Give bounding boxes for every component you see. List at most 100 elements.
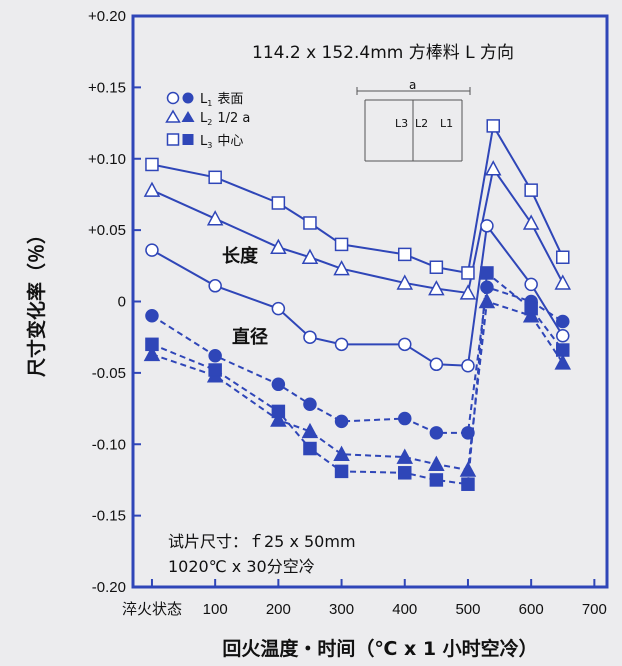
data-point-square bbox=[145, 157, 159, 172]
data-point-circle bbox=[303, 397, 317, 412]
data-point-square bbox=[461, 477, 475, 491]
series-line-3 bbox=[151, 123, 564, 275]
data-point-circle bbox=[429, 357, 444, 372]
legend-filled-circle-icon bbox=[182, 92, 194, 104]
x-axis: 淬火状态 100 200 300 400 500 600 700 bbox=[122, 579, 607, 618]
y-tick-label: +0.15 bbox=[88, 79, 126, 96]
legend-open-triangle-icon bbox=[165, 109, 181, 123]
data-point-square bbox=[208, 170, 222, 185]
data-point-circle bbox=[398, 337, 412, 352]
x-tick-label: 100 bbox=[203, 601, 228, 618]
data-point-triangle bbox=[459, 284, 477, 300]
data-point-square bbox=[429, 260, 444, 274]
y-tick-label: -0.20 bbox=[92, 579, 126, 596]
data-point-square bbox=[398, 466, 412, 480]
legend-label-sym: L bbox=[200, 134, 208, 149]
data-point-square bbox=[461, 266, 475, 280]
y-axis: +0.20 +0.15 +0.10 +0.05 0 -0.05 -0.10 -0.15 -0.2… bbox=[88, 8, 141, 596]
data-point-square bbox=[480, 266, 494, 280]
x-axis-title: 回火温度・时间（℃ x 1 小时空冷） bbox=[222, 637, 537, 660]
data-point-circle bbox=[524, 277, 538, 292]
data-point-circle bbox=[461, 358, 475, 373]
data-point-circle bbox=[480, 280, 494, 294]
series-markers bbox=[143, 119, 572, 491]
data-point-square bbox=[334, 237, 349, 252]
x-tick-label: 400 bbox=[392, 601, 417, 618]
data-point-circle bbox=[303, 330, 317, 344]
data-point-triangle bbox=[478, 292, 496, 309]
x-tick-label: 500 bbox=[455, 601, 480, 618]
data-point-circle bbox=[208, 279, 222, 293]
x-tick-label: 300 bbox=[329, 601, 354, 618]
specimen-note-line2: 1020℃ x 30分空冷 bbox=[168, 557, 315, 576]
legend-open-circle-icon bbox=[166, 91, 180, 105]
legend-label-sym: L bbox=[200, 111, 208, 126]
x-tick-label: 200 bbox=[266, 601, 291, 618]
data-point-triangle bbox=[428, 455, 445, 471]
data-point-circle bbox=[461, 426, 475, 440]
data-point-square bbox=[145, 337, 159, 352]
data-point-triangle bbox=[522, 214, 540, 230]
chart-title: 114.2 x 152.4mm 方棒料 L 方向 bbox=[252, 43, 514, 63]
data-point-square bbox=[303, 216, 317, 230]
data-point-circle bbox=[556, 314, 570, 329]
data-point-triangle bbox=[301, 248, 319, 264]
y-tick-label: -0.10 bbox=[92, 436, 126, 453]
data-point-square bbox=[524, 183, 538, 197]
y-tick-label: +0.05 bbox=[88, 222, 126, 239]
data-point-square bbox=[398, 247, 412, 262]
legend-label-sub: 3 bbox=[207, 141, 212, 150]
data-point-circle bbox=[145, 243, 159, 257]
data-point-square bbox=[334, 464, 349, 479]
inset-label-l3: L3 bbox=[395, 117, 408, 130]
y-tick-label: -0.15 bbox=[92, 508, 126, 525]
series-line-2 bbox=[151, 166, 564, 295]
data-point-triangle bbox=[270, 411, 287, 427]
data-point-circle bbox=[480, 219, 494, 233]
data-point-circle bbox=[271, 377, 286, 392]
data-point-triangle bbox=[333, 445, 350, 461]
x-tick-label: 700 bbox=[582, 601, 607, 618]
label-length: 长度 bbox=[222, 245, 259, 267]
data-point-circle bbox=[334, 337, 349, 352]
series-line-5 bbox=[151, 300, 564, 472]
y-axis-title: 尺寸变化率（％） bbox=[25, 225, 48, 377]
legend-filled-square-icon bbox=[182, 134, 194, 145]
data-point-triangle bbox=[206, 210, 224, 226]
data-point-square bbox=[271, 196, 286, 210]
data-point-circle bbox=[334, 414, 349, 429]
legend-label-sub: 2 bbox=[207, 118, 212, 127]
data-point-triangle bbox=[554, 354, 572, 370]
data-point-circle bbox=[429, 426, 444, 440]
data-point-triangle bbox=[459, 461, 477, 477]
label-diameter: 直径 bbox=[232, 326, 268, 348]
data-point-square bbox=[303, 441, 317, 456]
y-tick-label: +0.10 bbox=[88, 151, 126, 168]
legend-label-sym: L bbox=[200, 92, 208, 107]
data-point-triangle bbox=[143, 345, 161, 362]
data-point-square bbox=[271, 404, 286, 419]
legend-item-l3: L3 中心 bbox=[166, 133, 243, 150]
data-point-triangle bbox=[396, 448, 414, 464]
legend-label-text: 表面 bbox=[217, 92, 243, 107]
data-point-square bbox=[486, 119, 500, 133]
data-point-circle bbox=[398, 411, 412, 426]
data-point-triangle bbox=[484, 160, 502, 176]
legend: L1 表面 L2 1/2 a L3 中心 bbox=[165, 91, 250, 150]
x-tick-label: 600 bbox=[519, 601, 544, 618]
data-point-triangle bbox=[554, 274, 572, 290]
y-tick-label: -0.05 bbox=[92, 365, 126, 382]
inset-label-l1: L1 bbox=[440, 117, 453, 130]
data-point-circle bbox=[208, 348, 222, 363]
data-point-triangle bbox=[301, 422, 319, 439]
data-point-triangle bbox=[396, 274, 414, 290]
inset-dimension-label: a bbox=[409, 78, 416, 92]
data-point-square bbox=[208, 363, 222, 377]
data-point-circle bbox=[145, 309, 159, 323]
data-point-circle bbox=[556, 329, 570, 343]
section-inset bbox=[356, 87, 471, 162]
data-point-square bbox=[556, 343, 570, 357]
data-point-square bbox=[524, 301, 538, 316]
